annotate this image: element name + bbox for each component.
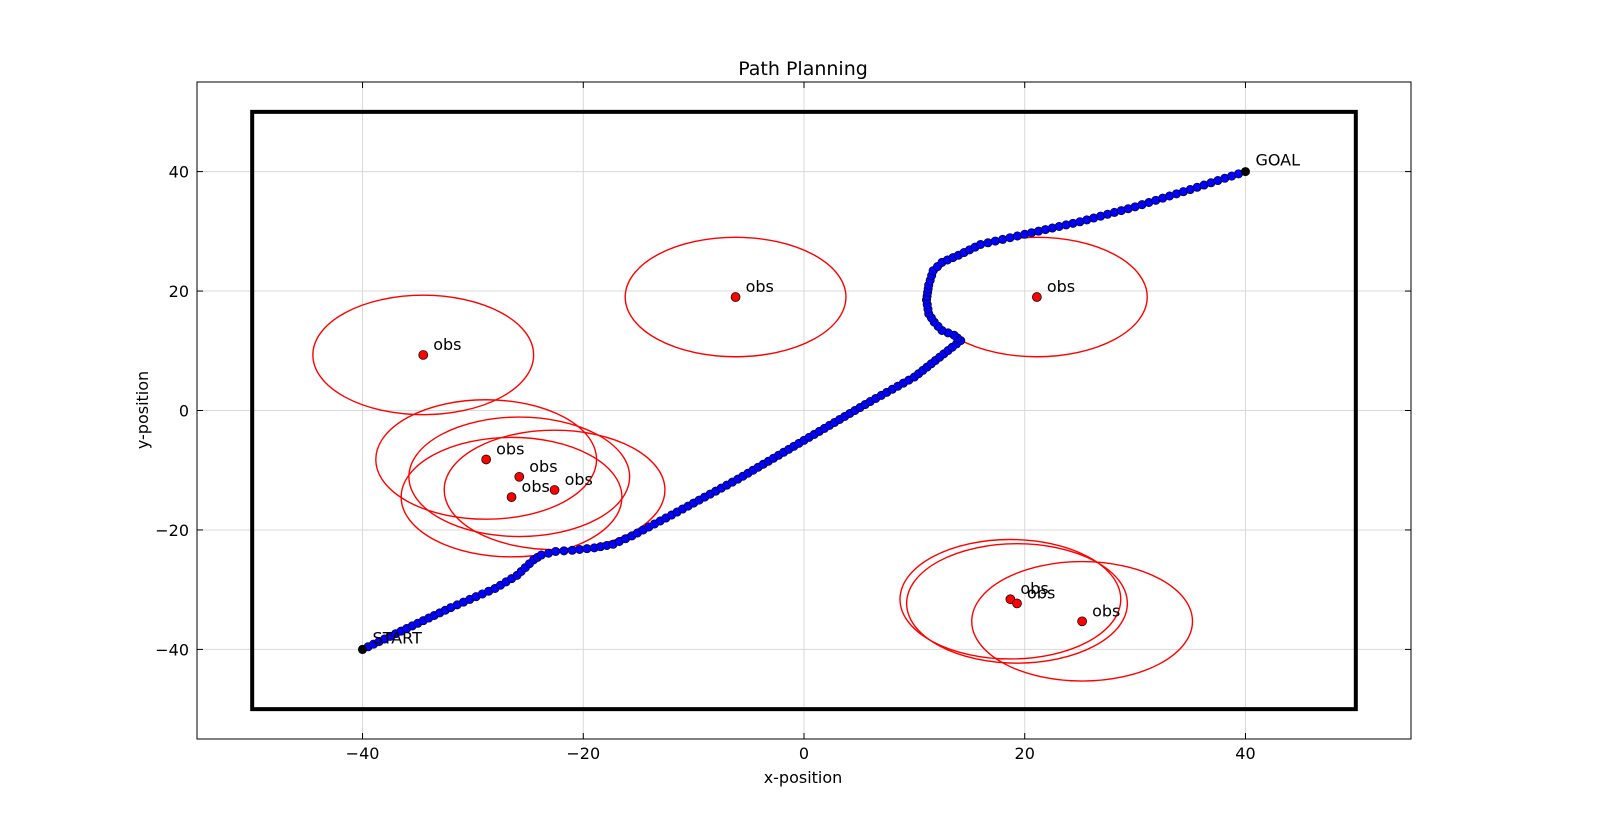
workspace-boundary	[250, 109, 1358, 712]
x-tick-label: 0	[799, 744, 809, 763]
x-axis-label: x-position	[764, 768, 843, 787]
obstacle-label: obs	[565, 470, 593, 489]
path-point	[990, 236, 1000, 246]
x-tick-label: 40	[1235, 744, 1255, 763]
obstacle-label: obs	[433, 335, 461, 354]
y-tick-label: 0	[179, 402, 189, 421]
goal-point	[1240, 167, 1250, 177]
path-point	[976, 239, 986, 249]
obstacle-point	[1012, 598, 1022, 609]
obstacle-circles	[312, 236, 1194, 682]
y-tick-label: 20	[169, 282, 189, 301]
obstacle-radius-circle	[905, 542, 1129, 664]
path-point	[983, 238, 993, 248]
obstacle-point	[730, 292, 741, 302]
obstacle-radius-circle	[624, 236, 847, 358]
y-tick-label: −40	[155, 640, 189, 659]
path-layer	[358, 167, 1250, 654]
obstacle-radius-circle	[408, 416, 631, 538]
obstacle-label: obs	[529, 457, 557, 476]
ticks: −40 −20 0 20 40 −40 −20 0 20 40	[155, 82, 1411, 763]
start-point	[358, 644, 368, 654]
obstacle-point	[514, 471, 525, 482]
obstacle-label: obs	[1047, 277, 1075, 296]
grid	[197, 82, 1411, 739]
obstacle-point	[481, 454, 492, 465]
y-tick-label: 40	[169, 163, 189, 182]
path-point	[559, 546, 569, 556]
path-point	[1005, 233, 1015, 243]
obstacle-point	[549, 485, 560, 495]
path-point	[551, 546, 561, 556]
obstacle-label: obs	[1092, 601, 1120, 620]
path-point	[998, 234, 1008, 244]
chart-title: Path Planning	[738, 58, 868, 80]
boundary-layer	[250, 109, 1358, 712]
obstacle-radius-circle	[971, 560, 1194, 682]
obstacle-point	[1032, 292, 1042, 302]
obstacle-label: obs	[496, 439, 524, 458]
obstacle-point	[506, 492, 517, 502]
obstacle-radius-circle	[312, 294, 535, 416]
x-tick-label: −40	[346, 744, 380, 763]
obstacle-label: obs	[522, 477, 550, 496]
y-axis-label: y-position	[133, 371, 152, 449]
obstacle-label: obs	[1020, 579, 1048, 598]
obstacle-point	[418, 350, 429, 360]
obstacle-label: obs	[1027, 583, 1055, 602]
path-point	[1012, 231, 1022, 241]
x-tick-label: −20	[566, 744, 600, 763]
goal-label: GOAL	[1255, 151, 1300, 170]
obstacle-points	[418, 292, 1087, 627]
obstacle-radius-circle	[899, 538, 1122, 660]
obstacle-point	[1077, 616, 1087, 627]
y-tick-label: −20	[155, 521, 189, 540]
obstacle-label: obs	[746, 277, 774, 296]
start-label: START	[373, 628, 423, 647]
obstacle-radius-circle	[400, 436, 623, 558]
x-tick-label: 20	[1015, 744, 1035, 763]
